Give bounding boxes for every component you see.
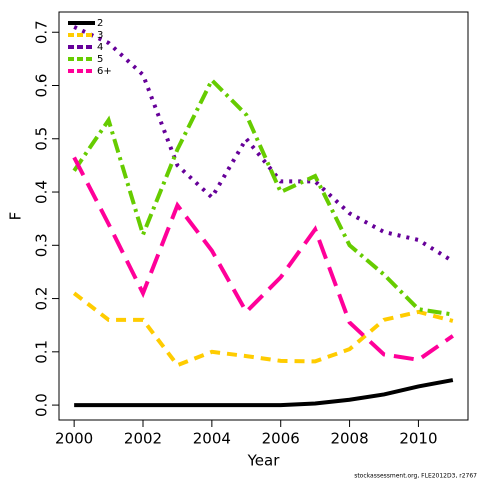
series-line	[72, 156, 454, 362]
x-tick-label: 2006	[262, 430, 300, 448]
y-tick-label: 0.4	[33, 180, 51, 204]
y-tick-label: 0.3	[33, 233, 51, 257]
x-tick-label: 2002	[124, 430, 162, 448]
series-line	[74, 378, 454, 408]
y-tick-label: 0.7	[33, 20, 51, 44]
series-line	[72, 76, 454, 317]
series-line	[73, 25, 454, 263]
x-tick-label: 2008	[330, 430, 368, 448]
footnote: stockassessment.org, FLE2012D3, r2767	[354, 473, 477, 480]
x-tick-label: 2000	[55, 430, 93, 448]
series-line	[72, 291, 454, 368]
y-tick-label: 0.2	[33, 287, 51, 311]
y-tick-label: 0.6	[33, 74, 51, 98]
x-tick-label: 2010	[399, 430, 437, 448]
x-axis-title: Year	[247, 452, 281, 470]
x-tick-label: 2004	[193, 430, 231, 448]
y-tick-label: 0.0	[33, 393, 51, 417]
y-axis-title: F	[7, 212, 25, 221]
y-tick-label: 0.1	[33, 340, 51, 364]
legend-label: 6+	[97, 66, 112, 77]
plot-frame	[58, 11, 469, 421]
legend-label: 5	[97, 54, 103, 65]
legend-label: 2	[97, 18, 103, 29]
legend-label: 3	[97, 30, 103, 41]
legend-label: 4	[97, 42, 103, 53]
y-tick-label: 0.5	[33, 127, 51, 151]
